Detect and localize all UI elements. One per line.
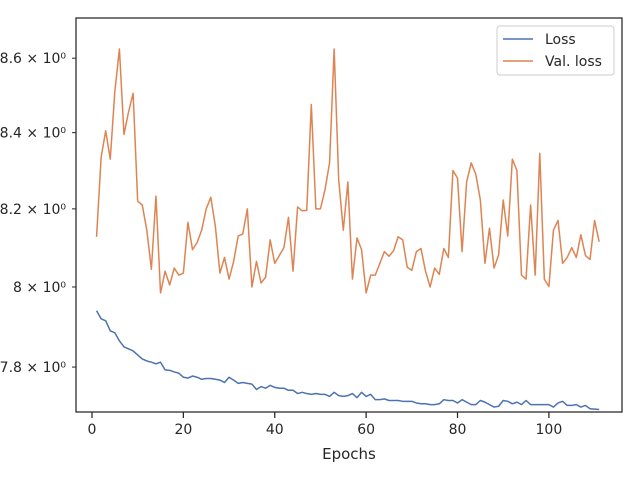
x-tick-label: 100 (536, 422, 563, 438)
x-ticks: 0 20 40 60 80 100 (88, 412, 563, 438)
y-tick-label: 8.4 × 10⁰ (0, 126, 66, 142)
plot-frame (75, 17, 623, 413)
y-ticks: 7.8 × 10⁰ 8 × 10⁰ 8.2 × 10⁰ 8.4 × 10⁰ 8.6 × … (0, 51, 76, 376)
y-tick-label: 8 × 10⁰ (13, 280, 66, 296)
y-tick-label: 8.6 × 10⁰ (0, 51, 66, 67)
series-layer (95, 48, 600, 411)
y-tick-label: 8.2 × 10⁰ (0, 202, 66, 218)
series-line-val-loss (95, 48, 600, 294)
x-tick-label: 60 (357, 422, 375, 438)
legend-label-val-loss: Val. loss (545, 54, 602, 70)
x-tick-label: 80 (449, 422, 467, 438)
y-tick-label: 7.8 × 10⁰ (0, 360, 66, 376)
x-tick-label: 0 (88, 422, 97, 438)
x-axis-label: Epochs (322, 445, 376, 463)
legend: Loss Val. loss (496, 25, 615, 76)
x-tick-label: 20 (174, 422, 192, 438)
series-line-loss (95, 310, 600, 411)
x-tick-label: 40 (266, 422, 284, 438)
legend-label-loss: Loss (545, 32, 576, 48)
